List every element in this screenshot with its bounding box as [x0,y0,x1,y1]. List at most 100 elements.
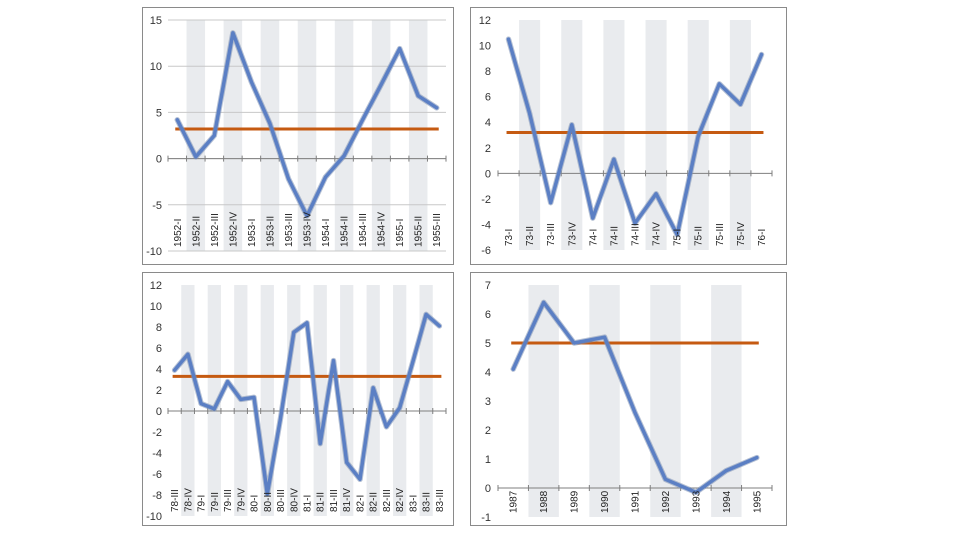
x-tick-label: 76-I [757,229,768,246]
category-band [186,20,206,251]
data-point [435,106,439,110]
data-point [633,221,637,225]
x-tick-label: 1954-III [358,213,369,247]
data-point [507,37,511,41]
category-band [589,285,620,517]
y-tick-label: 2 [156,385,162,397]
x-tick-label: 75-II [694,226,705,246]
category-band [729,20,751,250]
data-point [511,367,515,371]
data-point [675,233,679,237]
y-tick-label: -4 [152,448,162,460]
category-band [340,285,354,516]
y-tick-label: 10 [150,61,162,73]
data-point [249,80,253,84]
x-tick-label: 1989 [570,490,581,513]
data-point [663,477,667,481]
y-tick-label: 10 [150,301,162,313]
data-point [358,477,362,481]
category-band [287,285,301,516]
y-tick-label: 8 [156,322,162,334]
data-point [231,31,235,35]
data-point [265,492,269,496]
data-point [717,82,721,86]
data-point [398,47,402,51]
y-tick-label: 12 [150,280,162,292]
data-point [212,407,216,411]
x-tick-label: 83-III [435,489,446,512]
category-band [207,285,221,516]
chart-panel-1: 15 10 5 0 -5 -10 1952-I 1952-II 1952-III 1952-IV 1… [142,7,454,265]
y-tick-label: 2 [485,143,491,155]
x-tick-label: 80-I [250,495,261,512]
data-point [226,380,230,384]
category-band [645,20,667,250]
data-point [324,175,328,179]
data-point [542,300,546,304]
x-tick-label: 79-II [210,492,221,512]
data-point [724,469,728,473]
data-point [361,118,365,122]
x-tick-label: 1992 [661,490,672,513]
data-point [591,216,595,220]
data-point [252,395,256,399]
x-tick-label: 1953-II [265,216,276,247]
data-point [696,134,700,138]
data-point [759,53,763,56]
x-tick-label: 73-IV [567,222,578,246]
x-tick-label: 1955-III [432,213,443,247]
x-tick-label: 1993 [691,490,702,513]
category-band [260,20,280,251]
y-tick-label: 6 [485,309,491,321]
y-tick-label: 0 [485,168,491,180]
data-point [331,359,335,363]
data-point [416,94,420,98]
x-tick-label: 1954-IV [377,212,388,247]
x-tick-label: 1995 [752,490,763,513]
data-point [570,123,574,127]
category-band [603,20,625,250]
x-tick-label: 74-I [588,229,599,246]
x-tick-label: 78-IV [183,488,194,512]
category-band [223,20,243,251]
x-tick-label: 75-III [715,223,726,246]
y-tick-label: 15 [150,15,162,27]
data-point [549,201,553,205]
x-tick-label: 81-IV [342,488,353,512]
y-tick-label: 4 [485,367,491,379]
x-tick-label: 78-III [170,489,181,512]
data-point [572,341,576,345]
data-point [292,330,296,334]
y-tick-label: 7 [485,280,491,292]
x-tick-label: 1988 [539,490,550,513]
y-tick-label: 6 [156,343,162,355]
data-point [379,83,383,87]
x-tick-label: 82-IV [395,488,406,512]
y-tick-label: -10 [146,246,162,258]
data-point [694,490,698,494]
category-band [313,285,327,516]
x-tick-label: 80-III [276,489,287,512]
x-tick-label: 83-II [422,492,433,512]
x-tick-label: 74-III [631,223,642,246]
y-tick-label: -10 [146,511,162,523]
x-tick-label: 1991 [631,490,642,513]
y-tick-label: -8 [152,490,162,502]
data-point [612,157,616,161]
x-tick-label: 73-I [504,229,515,246]
data-point [654,192,658,196]
x-tick-label: 1953-I [247,219,258,247]
data-point [286,177,290,181]
y-tick-label: -6 [152,469,162,481]
data-point [371,386,375,390]
data-point [384,425,388,429]
x-tick-label: 81-III [329,489,340,512]
data-point [194,155,198,159]
x-tick-label: 1954-I [321,219,332,247]
data-point [318,442,322,446]
data-point [398,406,402,410]
x-tick-label: 83-I [408,495,419,512]
data-point [738,102,742,106]
chart-panel-4: 7 6 5 4 3 2 1 0 -1 1987 1988 1989 1990 1991 1992 1993 19… [470,272,787,526]
y-tick-label: 8 [485,66,491,78]
